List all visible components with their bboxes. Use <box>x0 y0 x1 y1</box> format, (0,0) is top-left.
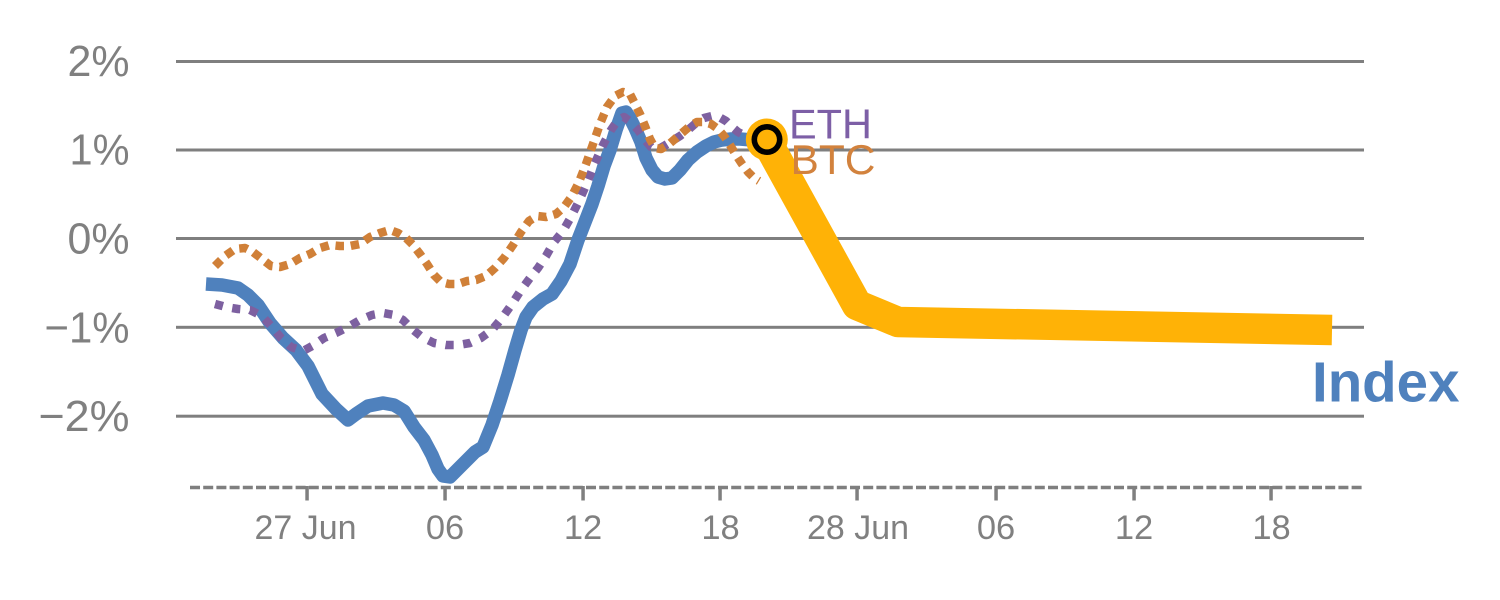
svg-text:06: 06 <box>426 509 464 547</box>
svg-text:27 Jun: 27 Jun <box>255 509 357 547</box>
svg-text:0%: 0% <box>68 215 130 264</box>
svg-text:BTC: BTC <box>791 136 876 183</box>
svg-text:12: 12 <box>1115 509 1153 547</box>
svg-text:28 Jun: 28 Jun <box>807 509 909 547</box>
svg-text:−2%: −2% <box>39 392 130 441</box>
svg-text:ETH: ETH <box>789 100 872 147</box>
svg-text:06: 06 <box>977 509 1015 547</box>
svg-text:Index: Index <box>1312 351 1460 415</box>
svg-text:1%: 1% <box>70 126 130 175</box>
svg-text:18: 18 <box>701 509 739 547</box>
svg-text:12: 12 <box>564 509 602 547</box>
svg-text:−1%: −1% <box>45 304 130 353</box>
svg-text:18: 18 <box>1252 509 1290 547</box>
svg-text:2%: 2% <box>68 37 130 86</box>
